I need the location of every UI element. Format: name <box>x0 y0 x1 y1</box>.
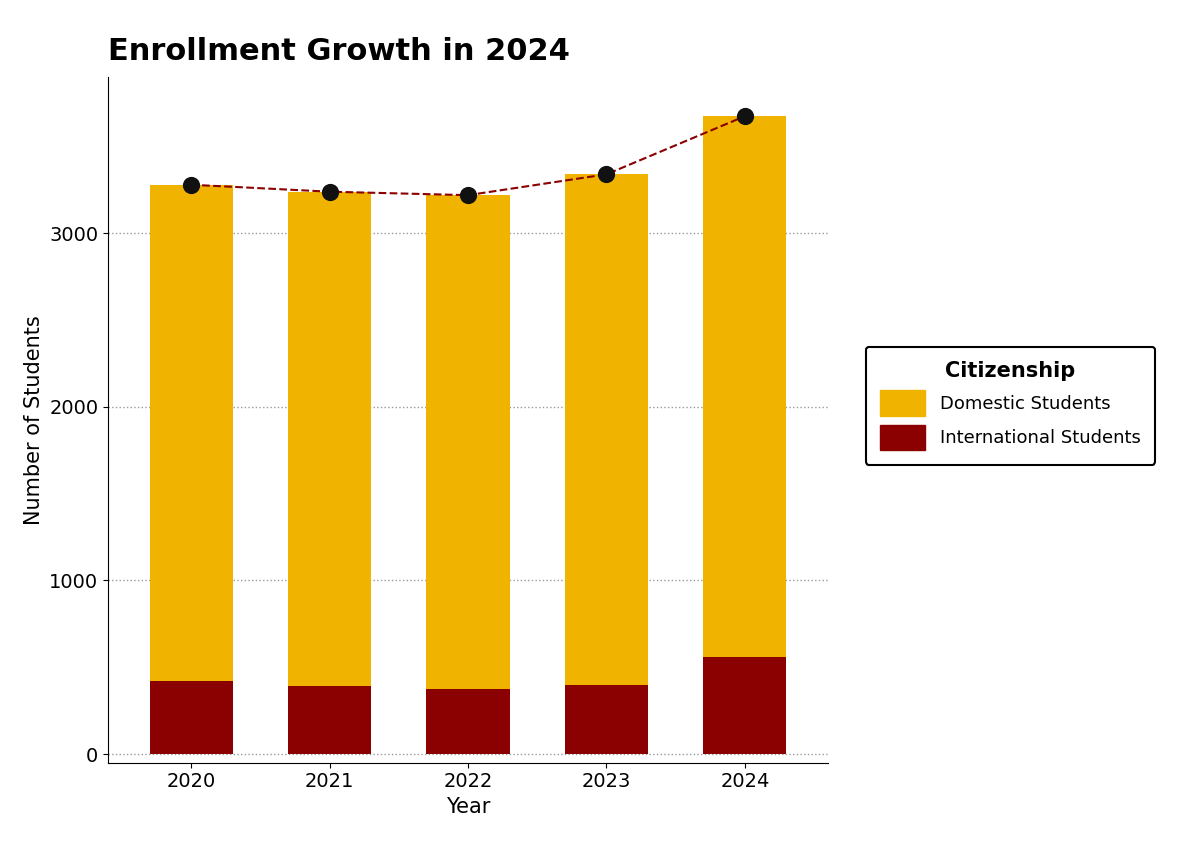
Bar <box>565 174 648 685</box>
Bar <box>703 656 786 754</box>
Bar <box>150 681 233 754</box>
Point <box>181 178 200 192</box>
Bar <box>426 689 510 754</box>
X-axis label: Year: Year <box>446 797 490 817</box>
Point <box>596 167 616 181</box>
Bar <box>288 192 371 686</box>
Point <box>458 189 478 202</box>
Legend: Domestic Students, International Students: Domestic Students, International Student… <box>866 347 1156 464</box>
Bar <box>150 185 233 681</box>
Point <box>736 110 755 123</box>
Text: Enrollment Growth in 2024: Enrollment Growth in 2024 <box>108 38 570 67</box>
Bar <box>703 117 786 656</box>
Point <box>320 185 340 199</box>
Bar <box>288 686 371 754</box>
Bar <box>565 685 648 754</box>
Bar <box>426 195 510 689</box>
Y-axis label: Number of Students: Number of Students <box>24 315 43 524</box>
